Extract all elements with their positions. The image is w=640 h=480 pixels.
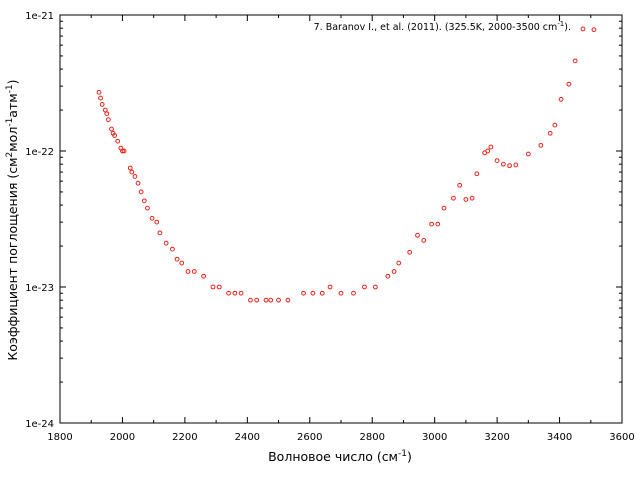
x-tick-label: 2600	[297, 432, 322, 443]
data-point	[362, 284, 367, 290]
plot-area	[59, 14, 623, 424]
data-point	[210, 284, 216, 290]
x-tick-label: 3200	[484, 432, 509, 443]
data-point	[351, 290, 356, 296]
data-point	[157, 230, 163, 236]
data-point	[435, 221, 441, 227]
data-point	[488, 144, 494, 150]
data-point	[451, 195, 456, 201]
data-point	[112, 133, 118, 138]
y-tick-label: 1e-23	[25, 283, 54, 294]
data-point	[179, 260, 185, 266]
data-point	[129, 169, 135, 175]
data-point	[248, 297, 253, 303]
data-point	[163, 240, 169, 246]
data-point	[201, 273, 207, 279]
data-point	[254, 297, 260, 303]
data-point	[132, 174, 138, 179]
data-point	[547, 130, 553, 136]
data-point	[149, 215, 155, 221]
data-point	[494, 158, 500, 163]
data-point	[127, 165, 133, 171]
data-point	[135, 180, 141, 186]
data-point	[558, 96, 564, 102]
data-point	[441, 205, 447, 211]
plot-frame	[59, 14, 623, 424]
data-point	[485, 148, 491, 154]
x-tick-label: 1800	[47, 432, 72, 443]
data-point	[396, 260, 402, 266]
data-point	[263, 297, 269, 303]
x-tick-label: 2000	[110, 432, 135, 443]
data-point	[580, 26, 586, 32]
data-point	[500, 161, 506, 167]
data-point	[566, 81, 572, 87]
data-point	[429, 221, 434, 227]
data-point	[232, 290, 238, 296]
data-point	[138, 189, 144, 195]
data-point	[104, 111, 110, 117]
data-point	[507, 163, 513, 169]
legend-label: 7. Baranov I., et al. (2011). (325.5K, 2…	[314, 20, 571, 33]
data-point	[372, 284, 378, 290]
x-tick-label: 3400	[547, 432, 572, 443]
y-tick-label: 1e-22	[25, 147, 54, 158]
y-axis: 1e-24 1e-23 1e-22 1e-21	[25, 11, 622, 430]
data-point	[463, 197, 469, 202]
data-point	[98, 95, 103, 101]
data-point	[319, 290, 325, 296]
data-point	[415, 232, 420, 238]
data-point	[99, 102, 105, 107]
data-point	[457, 182, 463, 188]
data-points	[96, 26, 597, 303]
x-tick-label: 2800	[359, 432, 384, 443]
data-point	[145, 205, 150, 211]
data-point	[310, 290, 316, 296]
data-point	[174, 256, 180, 262]
data-point	[572, 58, 578, 64]
data-point	[327, 284, 333, 290]
y-tick-label: 1e-21	[25, 11, 54, 22]
x-tick-label: 3000	[422, 432, 447, 443]
data-point	[185, 269, 191, 274]
data-point	[105, 117, 111, 123]
data-point	[591, 27, 597, 33]
y-tick-label: 1e-24	[25, 419, 54, 430]
data-point	[120, 148, 125, 154]
data-point	[109, 126, 114, 132]
data-point	[385, 273, 391, 279]
data-point	[154, 219, 160, 225]
data-point	[285, 297, 291, 303]
data-point	[226, 290, 232, 296]
data-point	[525, 151, 531, 157]
data-point	[121, 148, 127, 154]
data-point	[474, 171, 480, 177]
x-axis: 1800 2000 2200 2400 2600 2800 3000 3200 3400 3600	[47, 15, 635, 443]
data-point	[421, 238, 427, 243]
x-tick-label: 2200	[172, 432, 197, 443]
data-point	[141, 198, 147, 204]
data-point	[238, 290, 244, 296]
data-point	[469, 195, 475, 201]
data-point	[170, 246, 175, 252]
data-point	[513, 162, 519, 168]
data-point	[276, 297, 281, 303]
data-point	[301, 290, 306, 296]
data-point	[96, 89, 102, 95]
data-point	[407, 249, 413, 255]
data-point	[268, 297, 274, 303]
x-axis-title: Волновое число (см-1)	[268, 449, 412, 464]
data-point	[115, 138, 121, 144]
data-point	[216, 284, 222, 290]
data-point	[538, 142, 544, 148]
x-tick-label: 2400	[235, 432, 260, 443]
data-point	[338, 290, 344, 296]
data-point	[191, 269, 197, 274]
y-axis-title: Коэффициент поглощения (см2мол-1атм-1)	[5, 79, 20, 360]
data-point	[391, 269, 397, 274]
data-point	[552, 122, 558, 128]
x-tick-label: 3600	[609, 432, 634, 443]
